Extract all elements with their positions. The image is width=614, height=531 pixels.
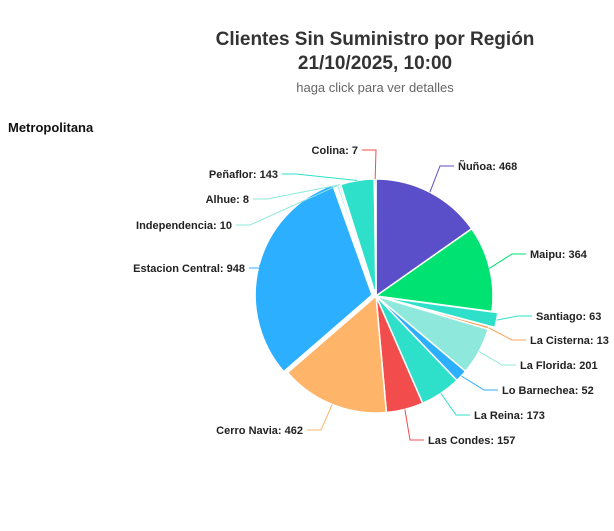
connector-estacion-central xyxy=(249,264,265,269)
data-label-maipu[interactable]: Maipu: 364 xyxy=(530,249,588,261)
connector-independencia xyxy=(236,184,338,226)
data-label-lo-barnechea[interactable]: Lo Barnechea: 52 xyxy=(502,385,594,397)
chart-title-line1: Clientes Sin Suministro por Región xyxy=(215,29,535,50)
connector-nunoa xyxy=(429,165,454,193)
chart-title: Clientes Sin Suministro por Región 21/10… xyxy=(190,28,560,76)
pie-slice-estacion-central[interactable] xyxy=(254,183,374,373)
pie-slices xyxy=(254,178,499,414)
pie-slice-nunoa[interactable] xyxy=(375,178,473,298)
data-label-santiago[interactable]: Santiago: 63 xyxy=(536,311,601,323)
data-label-estacion-central[interactable]: Estacion Central: 948 xyxy=(133,263,245,275)
connector-lo-barnechea xyxy=(461,375,498,391)
connector-colina xyxy=(362,149,377,180)
data-label-colina[interactable]: Colina: 7 xyxy=(312,145,358,157)
data-label-la-cisterna[interactable]: La Cisterna: 13 xyxy=(530,335,609,347)
pie-slice-maipu[interactable] xyxy=(373,227,494,313)
data-label-la-reina[interactable]: La Reina: 173 xyxy=(474,410,545,422)
connector-santiago xyxy=(496,315,532,321)
connector-maipu xyxy=(489,253,526,269)
chart-title-line2: 21/10/2025, 10:00 xyxy=(297,53,453,74)
data-label-cerro-navia[interactable]: Cerro Navia: 462 xyxy=(216,425,303,437)
connector-la-florida xyxy=(478,351,516,366)
data-label-alhue[interactable]: Alhue: 8 xyxy=(206,194,249,206)
region-label: Metropolitana xyxy=(8,120,94,135)
data-label-nunoa[interactable]: Ñuñoa: 468 xyxy=(458,160,517,173)
pie-labels: Ñuñoa: 468 Maipu: 364 Santiago: 63 La Ciste… xyxy=(133,145,609,447)
connector-las-condes xyxy=(404,409,424,441)
pie-slice-cerro-navia[interactable] xyxy=(286,294,388,414)
connector-penaflor xyxy=(282,173,358,182)
connector-alhue xyxy=(253,184,340,200)
data-label-las-condes[interactable]: Las Condes: 157 xyxy=(428,435,515,447)
data-label-la-florida[interactable]: La Florida: 201 xyxy=(520,360,598,372)
data-label-independencia[interactable]: Independencia: 10 xyxy=(136,220,232,232)
data-label-penaflor[interactable]: Peñaflor: 143 xyxy=(209,169,278,181)
chart-subtitle: haga click para ver detalles xyxy=(296,80,454,95)
connector-la-reina xyxy=(440,393,470,416)
connector-la-cisterna xyxy=(488,327,526,341)
connector-cerro-navia xyxy=(307,404,333,431)
